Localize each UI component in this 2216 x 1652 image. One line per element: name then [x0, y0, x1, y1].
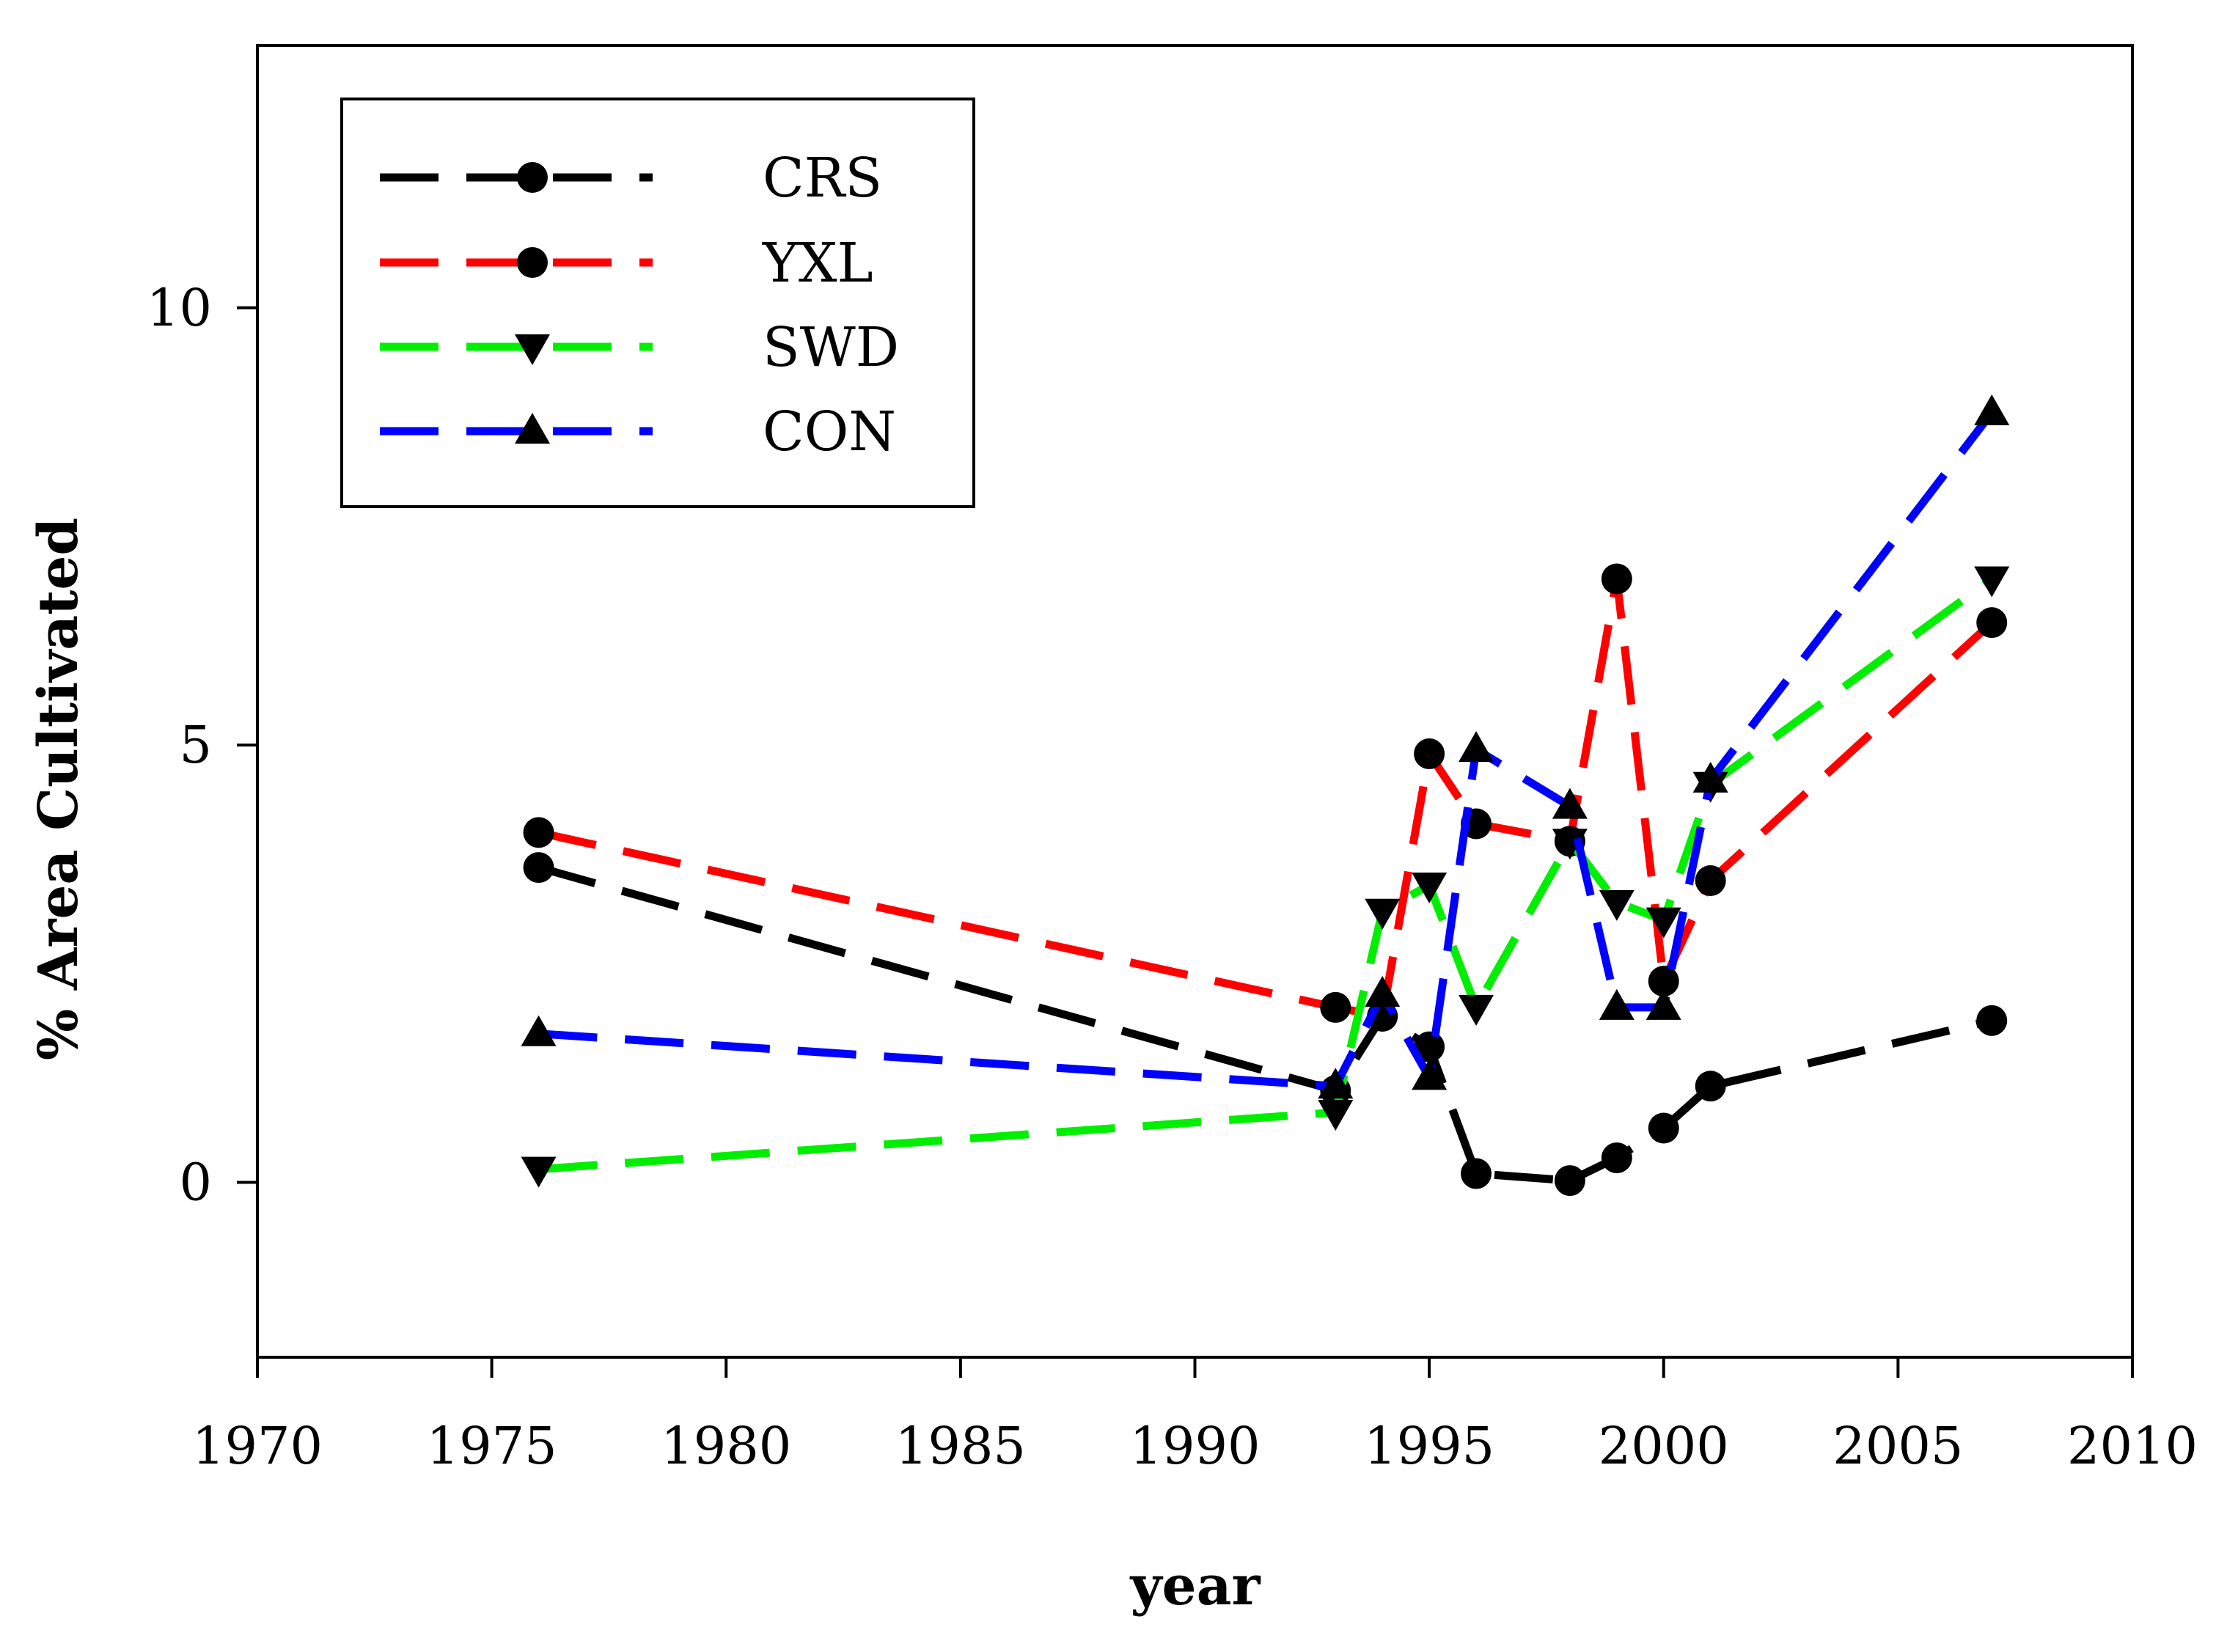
- x-tick-label: 1985: [895, 1416, 1026, 1476]
- data-point-crs: [1648, 1112, 1679, 1144]
- legend-label-swd: SWD: [763, 316, 899, 379]
- x-tick-label: 1970: [192, 1416, 323, 1476]
- x-tick-label: 1975: [427, 1416, 557, 1476]
- x-tick-label: 1995: [1364, 1416, 1494, 1476]
- x-tick-label: 1980: [661, 1416, 791, 1476]
- y-tick-label: 0: [179, 1152, 212, 1212]
- series-line-con: [538, 410, 1995, 1090]
- legend-marker-crs: [517, 162, 548, 193]
- legend: CRS YXL SWD CON: [340, 98, 975, 508]
- data-point-crs: [1976, 1005, 2008, 1036]
- x-tick-label: 1990: [1129, 1416, 1260, 1476]
- legend-marker-yxl: [517, 247, 548, 278]
- series-line-swd: [538, 576, 1995, 1174]
- data-point-yxl: [1601, 563, 1632, 595]
- data-point-yxl: [1695, 864, 1726, 896]
- data-point-swd: [1552, 829, 1588, 860]
- axes: 1970 1975 1980 1985 1990 1995 2000 2005 2010 0 5 10: [147, 278, 2198, 1476]
- x-axis-title: year: [1129, 1554, 1261, 1618]
- series-yxl: [523, 563, 2008, 1032]
- data-point-yxl: [523, 817, 554, 848]
- x-tick-label: 2010: [2067, 1416, 2198, 1476]
- series-line-crs: [538, 863, 1993, 1185]
- data-point-con: [1318, 1068, 1354, 1099]
- data-point-yxl: [1648, 966, 1679, 997]
- data-point-con: [1646, 988, 1681, 1020]
- legend-label-con: CON: [763, 400, 896, 463]
- data-point-swd: [1365, 898, 1401, 930]
- data-point-con: [1552, 788, 1588, 819]
- data-point-crs: [1414, 1031, 1445, 1062]
- series-crs: [523, 852, 2008, 1197]
- data-point-crs: [523, 852, 554, 884]
- data-point-con: [1412, 1059, 1448, 1090]
- data-point-yxl: [1976, 607, 2008, 639]
- legend-label-crs: CRS: [763, 147, 882, 210]
- data-point-con: [1599, 988, 1635, 1020]
- data-point-con: [1459, 731, 1494, 763]
- legend-box: [340, 98, 975, 508]
- data-point-yxl: [1320, 991, 1351, 1023]
- data-point-swd: [1318, 1100, 1354, 1131]
- data-point-swd: [1412, 872, 1448, 903]
- data-point-con: [1365, 976, 1401, 1007]
- data-point-crs: [1695, 1071, 1726, 1102]
- data-point-swd: [1599, 889, 1635, 921]
- data-point-swd: [1974, 566, 2010, 598]
- legend-marker-con: [515, 413, 550, 444]
- legend-marker-swd: [515, 334, 550, 365]
- data-point-con: [521, 1015, 557, 1046]
- data-point-con: [1692, 761, 1728, 793]
- legend-label-yxl: YXL: [762, 232, 873, 295]
- x-tick-label: 2000: [1599, 1416, 1729, 1476]
- data-point-swd: [521, 1156, 557, 1188]
- data-point-swd: [1646, 907, 1681, 939]
- data-point-swd: [1459, 994, 1494, 1026]
- data-point-con: [1974, 394, 2010, 425]
- x-tick-label: 2005: [1832, 1416, 1963, 1476]
- data-point-crs: [1461, 1158, 1492, 1189]
- series-layer: [521, 394, 2010, 1197]
- data-point-crs: [1601, 1142, 1632, 1174]
- series-line-yxl: [538, 575, 1995, 1021]
- data-point-crs: [1554, 1165, 1585, 1197]
- series-con: [521, 394, 2010, 1099]
- y-tick-label: 10: [147, 278, 212, 338]
- y-tick-label: 5: [179, 715, 212, 775]
- y-axis-title: % Area Cultivated: [27, 518, 90, 1060]
- data-point-yxl: [1414, 738, 1445, 770]
